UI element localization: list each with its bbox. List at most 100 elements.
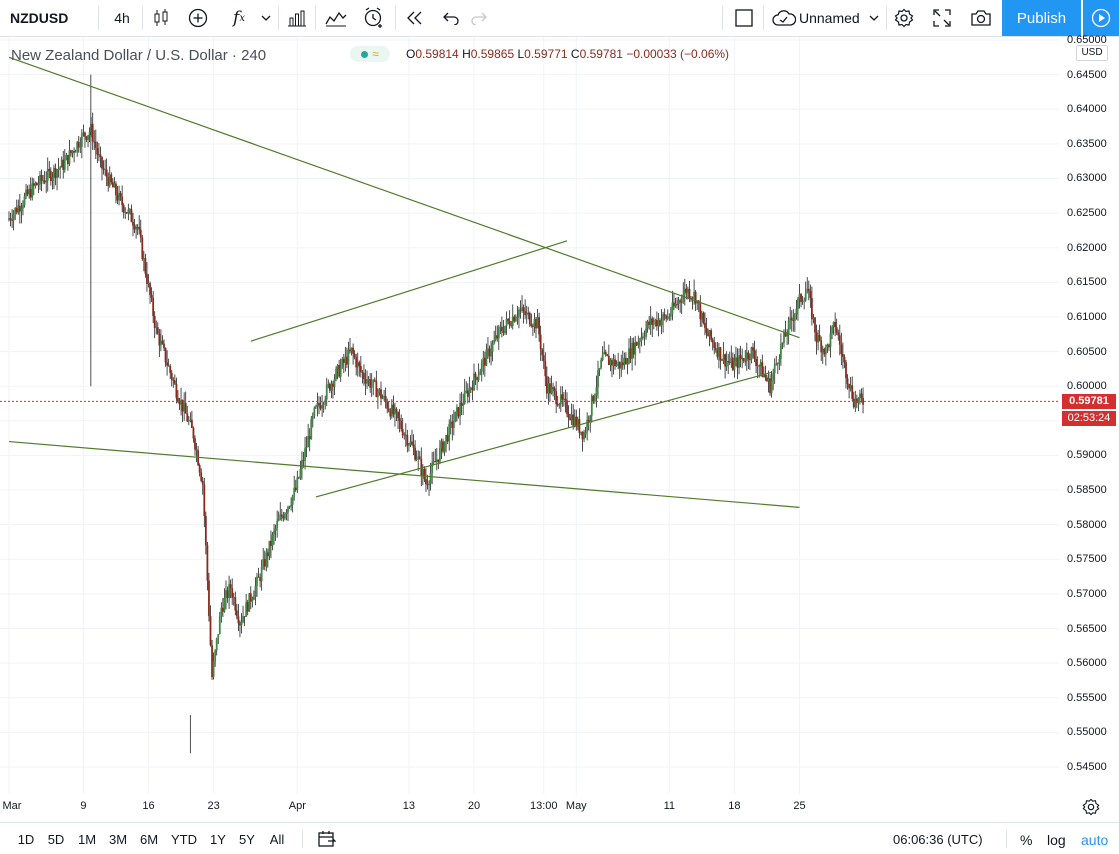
chevron-down-icon[interactable] xyxy=(258,0,274,36)
candle-body xyxy=(716,349,719,357)
undo-icon[interactable] xyxy=(440,0,462,36)
price-tick: 0.62500 xyxy=(1067,207,1107,220)
candle-body xyxy=(240,622,243,626)
candle-body xyxy=(366,380,368,384)
range-button-ytd[interactable]: YTD xyxy=(171,832,197,847)
candle-body xyxy=(628,348,630,364)
candle-body xyxy=(448,423,451,442)
candle-body xyxy=(535,319,537,329)
goto-date-icon[interactable] xyxy=(318,830,337,853)
currency-label[interactable]: USD xyxy=(1076,45,1108,61)
candle-body xyxy=(425,479,427,485)
candle-body xyxy=(728,362,731,363)
auto-scale-button[interactable]: auto xyxy=(1081,832,1109,848)
candle-body xyxy=(14,208,17,214)
candle-body xyxy=(130,209,133,222)
price-tick: 0.61000 xyxy=(1067,310,1107,323)
time-axis[interactable]: Mar 9 16 23 Apr 13 20 13:00 May 11 18 25 xyxy=(0,794,1059,820)
utc-clock[interactable]: 06:06:36 (UTC) xyxy=(893,832,983,847)
candle-body xyxy=(265,552,268,567)
candle-body xyxy=(380,389,382,399)
replay-icon[interactable] xyxy=(403,0,427,36)
compare-icon[interactable] xyxy=(324,0,348,36)
candle-body xyxy=(141,237,144,260)
redo-icon[interactable] xyxy=(468,0,490,36)
candle-body xyxy=(780,344,782,359)
range-button-3m[interactable]: 3M xyxy=(108,832,128,847)
candle-body xyxy=(214,650,217,662)
interval-selector[interactable]: 4h xyxy=(114,10,130,26)
candle-body xyxy=(611,360,613,366)
candle-body xyxy=(37,184,40,186)
log-scale-button[interactable]: log xyxy=(1047,832,1066,848)
fullscreen-icon[interactable] xyxy=(930,0,954,36)
candle-body xyxy=(480,362,483,372)
range-button-5d[interactable]: 5D xyxy=(47,832,65,847)
candle-body xyxy=(708,330,711,337)
candle-body xyxy=(358,362,361,366)
candle-body xyxy=(94,141,97,148)
price-axis[interactable]: 0.65000 0.64500 0.64000 0.63500 0.63000 0.625… xyxy=(1059,34,1119,794)
chart-canvas[interactable] xyxy=(0,37,1059,794)
layout-name[interactable]: Unnamed xyxy=(799,10,860,26)
range-button-1m[interactable]: 1M xyxy=(77,832,97,847)
candle-body xyxy=(631,342,633,359)
time-tick: 11 xyxy=(663,800,676,812)
range-button-1y[interactable]: 1Y xyxy=(210,832,226,847)
play-icon[interactable] xyxy=(1083,0,1119,36)
chevron-down-icon[interactable] xyxy=(866,0,882,36)
candle-body xyxy=(347,349,350,365)
candle-body xyxy=(172,379,175,381)
candles-icon[interactable] xyxy=(150,0,172,36)
candle-body xyxy=(446,435,449,442)
candle-body xyxy=(353,353,356,358)
candle-body xyxy=(318,402,320,406)
candle-body xyxy=(497,327,500,339)
candle-body xyxy=(367,379,370,381)
range-button-all[interactable]: All xyxy=(269,832,285,847)
candle-body xyxy=(477,375,480,381)
candle-body xyxy=(208,580,210,617)
layout-icon[interactable] xyxy=(733,0,755,36)
candle-body xyxy=(403,434,406,436)
symbol-search[interactable]: NZDUSD xyxy=(10,10,69,26)
publish-button[interactable]: Publish xyxy=(1002,0,1081,36)
percent-scale-button[interactable]: % xyxy=(1020,832,1033,848)
candle-body xyxy=(22,205,24,209)
candle-body xyxy=(18,205,21,212)
settings-icon[interactable] xyxy=(1082,798,1100,816)
candle-body xyxy=(452,421,455,429)
candle-body xyxy=(845,362,847,379)
cloud-icon[interactable] xyxy=(771,0,797,36)
legend-status-toggle[interactable]: ≈ xyxy=(350,46,390,62)
candle-body xyxy=(440,441,443,448)
candle-body xyxy=(552,387,554,389)
range-button-5y[interactable]: 5Y xyxy=(239,832,255,847)
range-button-1d[interactable]: 1D xyxy=(17,832,35,847)
range-button-6m[interactable]: 6M xyxy=(139,832,159,847)
candle-body xyxy=(539,334,542,350)
candle-body xyxy=(178,401,181,405)
candle-body xyxy=(842,353,844,357)
camera-icon[interactable] xyxy=(968,0,994,36)
candle-body xyxy=(532,326,534,327)
candle-body xyxy=(576,419,579,427)
settings-icon[interactable] xyxy=(892,0,916,36)
candle-body xyxy=(54,167,57,178)
candle-body xyxy=(110,174,113,183)
alert-icon[interactable] xyxy=(362,0,386,36)
add-indicator-icon[interactable] xyxy=(187,0,209,36)
time-tick: 18 xyxy=(728,800,741,812)
candle-body xyxy=(70,150,72,154)
candle-body xyxy=(401,428,404,436)
candle-body xyxy=(349,349,351,352)
candle-body xyxy=(676,303,678,305)
time-tick: 13 xyxy=(402,800,416,812)
candle-body xyxy=(755,358,757,366)
candle-body xyxy=(59,167,62,169)
bar-chart-icon[interactable] xyxy=(285,0,309,36)
candle-body xyxy=(494,335,497,340)
candle-body xyxy=(119,193,122,197)
candle-body xyxy=(824,347,827,355)
